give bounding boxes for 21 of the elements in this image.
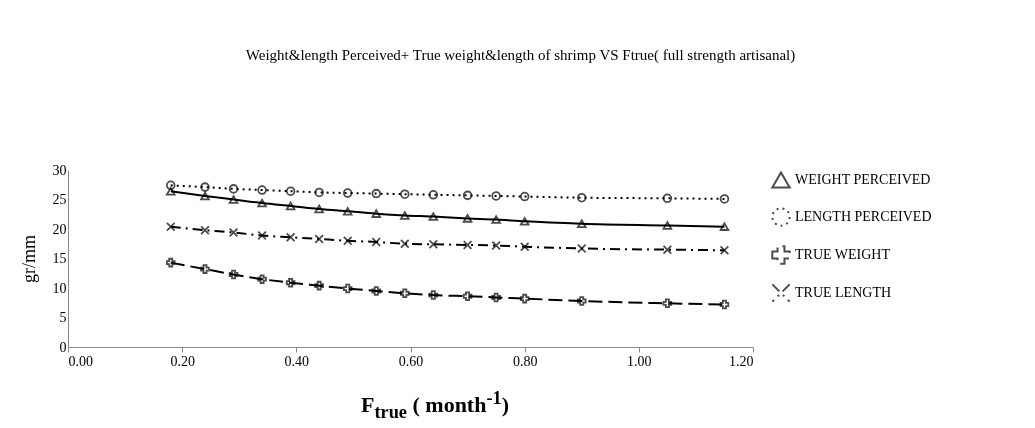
legend-label: TRUE WEIGHT xyxy=(795,247,891,262)
y-tick-label: 10 xyxy=(52,280,67,296)
y-axis-title: gr/mm xyxy=(18,235,39,283)
y-tick-label: 15 xyxy=(52,251,67,266)
y-tick-label: 30 xyxy=(52,162,67,178)
legend-label: LENGTH PERCEIVED xyxy=(795,209,932,224)
legend-label: TRUE LENGTH xyxy=(795,285,892,300)
x-tick-label: 1.00 xyxy=(627,353,652,369)
legend-label: WEIGHT PERCEIVED xyxy=(795,172,931,187)
y-tick-label: 5 xyxy=(59,310,67,325)
x-tick-label: 0.80 xyxy=(512,353,538,369)
y-tick-label: 20 xyxy=(52,221,67,237)
x-tick-label: 0.00 xyxy=(68,353,93,369)
x-tick-label: 1.20 xyxy=(729,353,754,369)
x-axis-title: F$_{true}$ ( month$^{-1}$) xyxy=(359,388,511,423)
x-tick-label: 0.20 xyxy=(170,353,195,369)
chart-title: Weight&length Perceived+ True weight&length of shrimp VS Ftrue( full strength artisanal) xyxy=(245,47,796,64)
x-tick-label: 0.60 xyxy=(398,353,424,369)
y-tick-label: 25 xyxy=(52,192,67,207)
x-tick-label: 0.40 xyxy=(284,353,310,369)
y-tick-label: 0 xyxy=(59,339,67,355)
